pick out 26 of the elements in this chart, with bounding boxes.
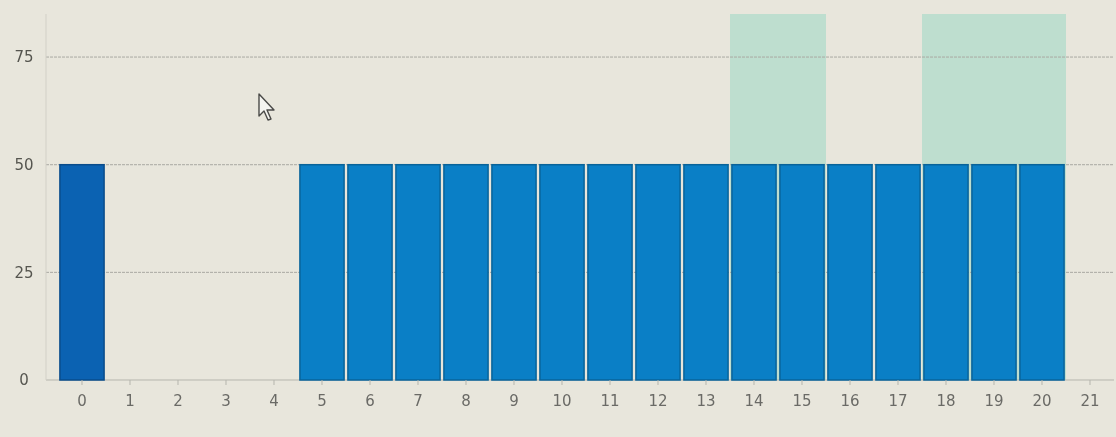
x-tick-label: 11 (600, 392, 620, 410)
x-tick-label: 13 (696, 392, 716, 410)
x-tick-label: 12 (648, 392, 668, 410)
x-tick-label: 5 (317, 392, 327, 410)
x-tick-label: 17 (888, 392, 908, 410)
x-tick-label: 18 (936, 392, 956, 410)
y-tick-label: 75 (14, 48, 34, 67)
x-tick-label: 3 (221, 392, 231, 410)
x-tick-label: 9 (509, 392, 519, 410)
x-tick-label: 8 (461, 392, 471, 410)
x-tick-label: 7 (413, 392, 423, 410)
y-tick-label: 50 (14, 155, 34, 174)
x-tick-label: 1 (125, 392, 135, 410)
x-tick-label: 6 (365, 392, 375, 410)
y-tick-label: 0 (19, 371, 29, 390)
x-tick-label: 19 (984, 392, 1004, 410)
x-tick-label: 20 (1032, 392, 1052, 410)
x-tick-label: 10 (552, 392, 572, 410)
x-tick-label: 2 (173, 392, 183, 410)
x-tick-label: 4 (269, 392, 279, 410)
y-tick-label: 25 (14, 263, 34, 282)
x-tick-label: 0 (77, 392, 87, 410)
x-tick-label: 16 (840, 392, 860, 410)
x-tick-label: 21 (1080, 392, 1100, 410)
x-tick-label: 15 (792, 392, 812, 410)
x-tick-label: 14 (744, 392, 764, 410)
